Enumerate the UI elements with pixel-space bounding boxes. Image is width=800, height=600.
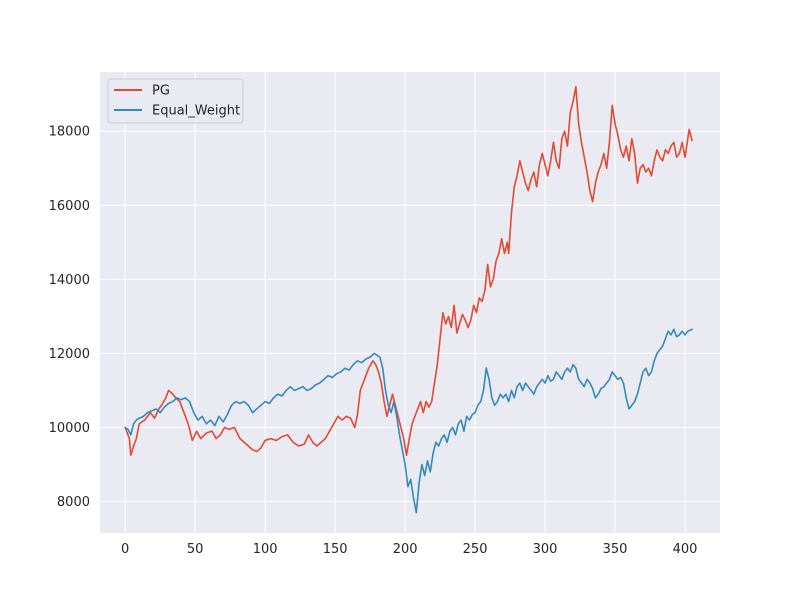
- y-tick-label: 16000: [49, 199, 90, 214]
- series-lines: [124, 86, 693, 514]
- legend: PG Equal_Weight: [107, 78, 244, 124]
- x-tick-label: 350: [603, 542, 628, 557]
- y-tick-label: 10000: [49, 421, 90, 436]
- grid: [100, 72, 720, 533]
- plot-area: [100, 72, 720, 533]
- x-tick-label: 50: [187, 542, 204, 557]
- x-tick-label: 100: [253, 542, 278, 557]
- x-tick-label: 0: [121, 542, 129, 557]
- y-tick-label: 18000: [49, 125, 90, 140]
- series-line-pg: [124, 86, 693, 457]
- x-tick-label: 400: [673, 542, 698, 557]
- y-tick-label: 8000: [57, 495, 90, 510]
- y-tick-label: 14000: [49, 273, 90, 288]
- y-axis-ticks: 8000 10000 12000 14000 16000 18000: [49, 125, 90, 510]
- x-tick-label: 300: [533, 542, 558, 557]
- x-tick-label: 250: [463, 542, 488, 557]
- series-line-equal-weight: [124, 328, 693, 514]
- x-tick-label: 200: [393, 542, 418, 557]
- x-axis-ticks: 0 50 100 150 200 250 300 350 400: [121, 542, 697, 557]
- y-tick-label: 12000: [49, 347, 90, 362]
- legend-label-pg: PG: [152, 84, 170, 99]
- legend-label-equal-weight: Equal_Weight: [152, 104, 240, 119]
- x-tick-label: 150: [323, 542, 348, 557]
- legend-item-pg: PG: [114, 84, 170, 99]
- legend-item-equal-weight: Equal_Weight: [114, 104, 240, 119]
